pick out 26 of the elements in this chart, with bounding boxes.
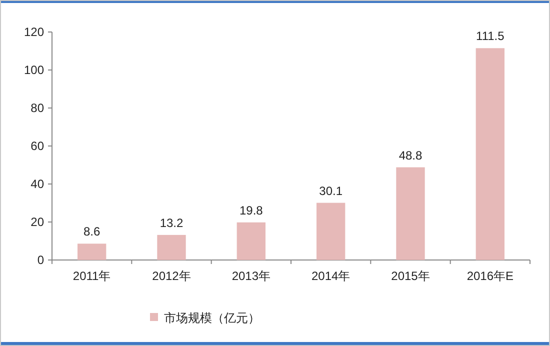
y-tick-label: 120 <box>24 25 44 39</box>
bar <box>77 244 106 260</box>
y-tick-label: 60 <box>30 139 44 153</box>
bar <box>236 222 266 260</box>
data-label: 13.2 <box>160 216 184 230</box>
x-tick-label: 2016年E <box>466 269 514 283</box>
y-tick-label: 20 <box>30 215 44 229</box>
data-label: 30.1 <box>319 184 343 198</box>
x-tick-label: 2014年 <box>311 269 350 283</box>
legend-item: 市场规模（亿元） <box>150 311 260 325</box>
y-tick-label: 80 <box>30 101 44 115</box>
x-tick-label: 2012年 <box>152 269 191 283</box>
x-tick-label: 2013年 <box>232 269 271 283</box>
bar <box>396 167 425 260</box>
data-label: 19.8 <box>239 203 264 218</box>
x-tick-label: 2015年 <box>391 269 430 283</box>
data-label: 8.6 <box>83 224 100 239</box>
x-tick-label: 2011年 <box>72 269 111 283</box>
data-label: 48.8 <box>398 148 422 162</box>
y-tick-label: 0 <box>37 253 44 267</box>
y-tick-label: 100 <box>24 63 44 77</box>
data-label: 111.5 <box>476 29 505 44</box>
bar <box>316 202 346 260</box>
y-tick-label: 40 <box>30 177 44 191</box>
bar <box>157 234 186 260</box>
bar <box>476 48 505 260</box>
